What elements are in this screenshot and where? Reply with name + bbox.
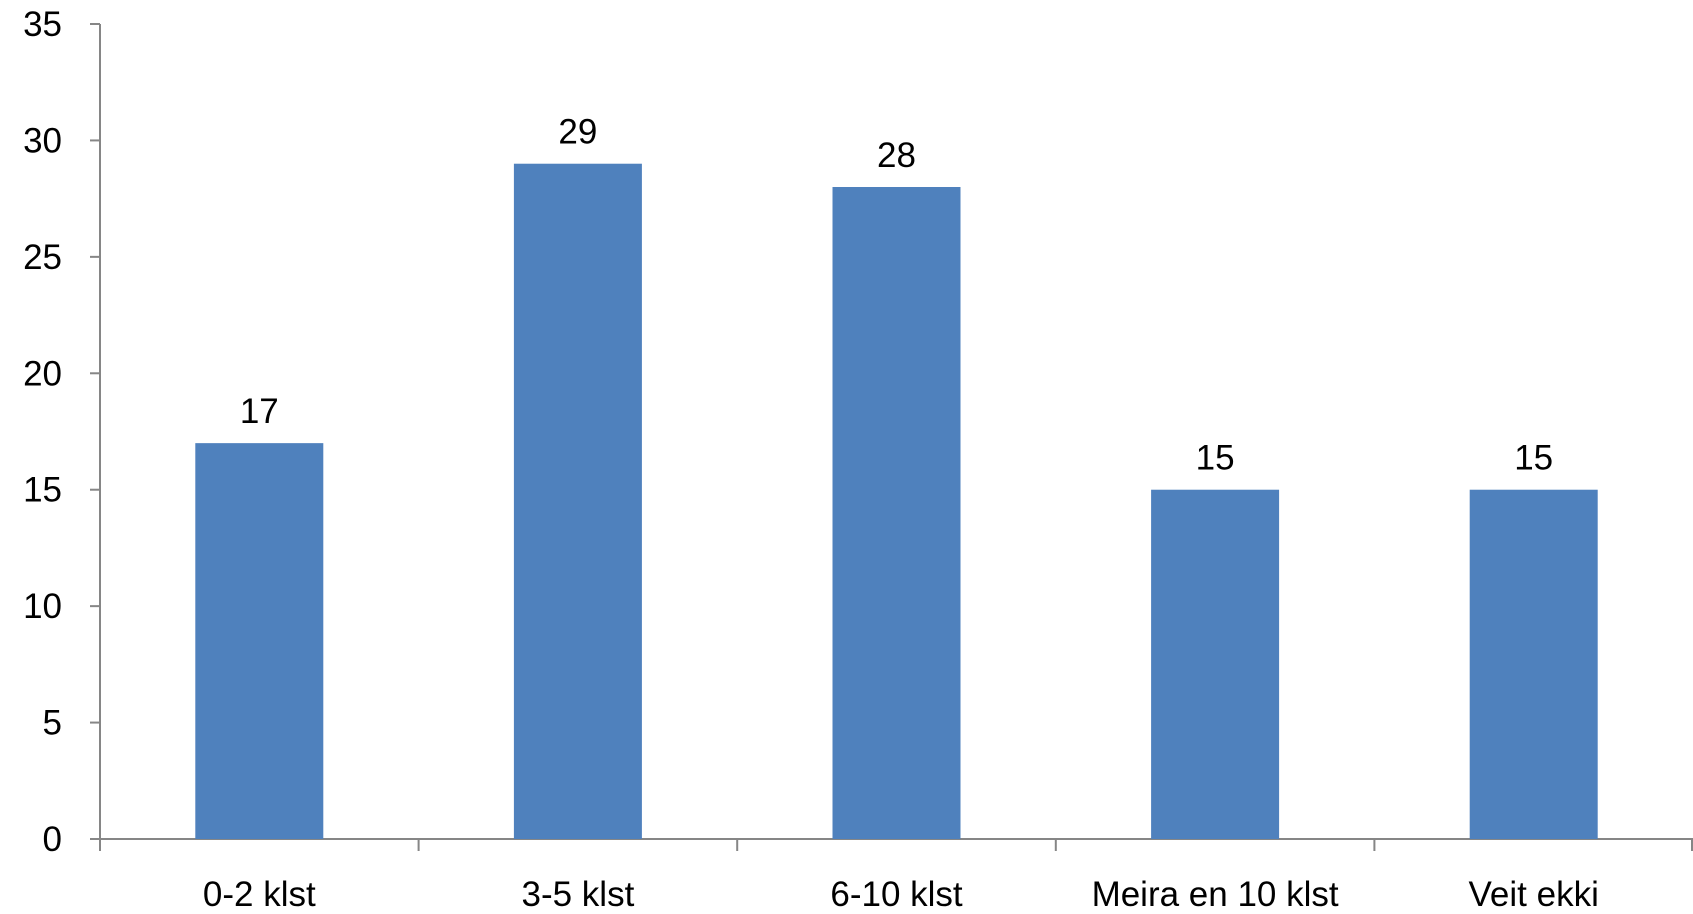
y-axis: 0 5 10 15 20 25 30 35 <box>23 5 100 859</box>
y-tick-label: 5 <box>43 704 62 743</box>
data-label: 15 <box>1514 439 1553 478</box>
x-category-label: Veit ekki <box>1469 875 1599 914</box>
y-tick-label: 35 <box>23 5 62 44</box>
x-category-label: Meira en 10 klst <box>1092 875 1339 914</box>
data-label: 17 <box>240 392 279 431</box>
data-label: 28 <box>877 136 916 175</box>
x-category-label: 3-5 klst <box>521 875 634 914</box>
bar <box>833 187 961 839</box>
bars <box>195 164 1597 839</box>
bar <box>1470 490 1598 839</box>
x-category-label: 0-2 klst <box>203 875 316 914</box>
y-tick-label: 20 <box>23 354 62 393</box>
y-tick-label: 10 <box>23 587 62 626</box>
y-tick-label: 25 <box>23 238 62 277</box>
bar <box>514 164 642 839</box>
bar <box>1151 490 1279 839</box>
data-label: 15 <box>1196 439 1235 478</box>
y-tick-label: 30 <box>23 121 62 160</box>
x-category-label: 6-10 klst <box>830 875 963 914</box>
y-tick-label: 15 <box>23 471 62 510</box>
y-tick-label: 0 <box>43 820 62 859</box>
bar <box>195 443 323 839</box>
data-label: 29 <box>558 113 597 152</box>
x-axis: 0-2 klst 3-5 klst 6-10 klst Meira en 10 kls… <box>100 839 1693 914</box>
